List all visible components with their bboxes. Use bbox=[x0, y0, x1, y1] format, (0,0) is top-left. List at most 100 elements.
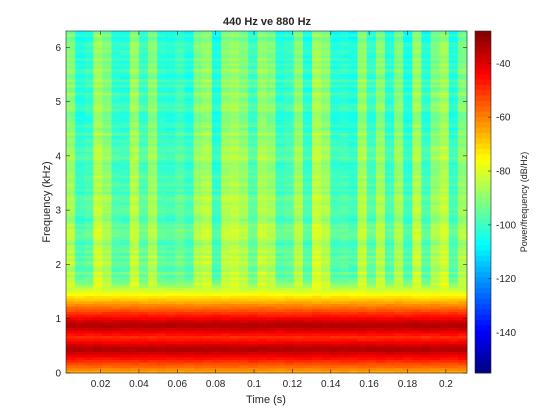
spectrogram-cell bbox=[129, 76, 140, 80]
spectrogram-cell bbox=[166, 132, 176, 136]
spectrogram-cell bbox=[102, 100, 112, 104]
spectrogram-cell bbox=[184, 268, 194, 272]
spectrogram-cell bbox=[339, 129, 349, 133]
spectrogram-cell bbox=[193, 68, 204, 72]
spectrogram-cell bbox=[220, 124, 231, 128]
spectrogram-cell bbox=[175, 260, 185, 264]
spectrogram-cell bbox=[312, 340, 322, 345]
spectrogram-cell bbox=[330, 242, 340, 246]
spectrogram-cell bbox=[120, 183, 131, 187]
spectrogram-cell bbox=[266, 303, 277, 307]
spectrogram-cell bbox=[120, 364, 131, 369]
spectrogram-cell bbox=[120, 212, 131, 216]
spectrogram-cell bbox=[357, 143, 368, 147]
spectrogram-cell bbox=[138, 164, 149, 168]
spectrogram-cell bbox=[366, 31, 377, 35]
spectrogram-cell bbox=[375, 97, 386, 101]
spectrogram-cell bbox=[348, 127, 359, 131]
spectrogram-cell bbox=[129, 55, 140, 59]
spectrogram-cell bbox=[220, 140, 231, 144]
spectrogram-cell bbox=[375, 247, 386, 251]
spectrogram-cell bbox=[111, 185, 122, 190]
spectrogram-cell bbox=[366, 263, 377, 267]
spectrogram-cell bbox=[75, 193, 85, 198]
spectrogram-cell bbox=[129, 242, 140, 246]
spectrogram-cell bbox=[257, 65, 267, 69]
spectrogram-cell bbox=[230, 188, 240, 192]
spectrogram-cell bbox=[129, 292, 140, 296]
spectrogram-cell bbox=[384, 327, 395, 331]
spectrogram-cell bbox=[348, 364, 359, 369]
spectrogram-cell bbox=[312, 287, 322, 291]
spectrogram-cell bbox=[248, 330, 258, 334]
spectrogram-cell bbox=[166, 183, 176, 187]
spectrogram-cell bbox=[384, 31, 395, 35]
spectrogram-cell bbox=[102, 143, 112, 147]
spectrogram-cell bbox=[257, 63, 267, 67]
spectrogram-cell bbox=[366, 252, 377, 256]
spectrogram-cell bbox=[211, 71, 222, 75]
spectrogram-cell bbox=[166, 113, 176, 117]
spectrogram-cell bbox=[384, 330, 395, 334]
spectrogram-cell bbox=[321, 52, 331, 56]
spectrogram-cell bbox=[184, 370, 194, 374]
spectrogram-cell bbox=[193, 346, 204, 350]
spectrogram-cell bbox=[339, 52, 349, 56]
spectrogram-cell bbox=[129, 228, 140, 232]
spectrogram-cell bbox=[339, 290, 349, 294]
spectrogram-cell bbox=[202, 143, 213, 147]
spectrogram-cell bbox=[193, 79, 204, 83]
spectrogram-cell bbox=[312, 362, 322, 366]
spectrogram-cell bbox=[266, 31, 277, 35]
spectrogram-cell bbox=[157, 31, 167, 35]
spectrogram-cell bbox=[339, 295, 349, 299]
spectrogram-cell bbox=[339, 228, 349, 232]
spectrogram-cell bbox=[175, 89, 185, 93]
spectrogram-cell bbox=[138, 202, 149, 206]
spectrogram-cell bbox=[275, 68, 286, 72]
spectrogram-cell bbox=[375, 362, 386, 366]
spectrogram-cell bbox=[84, 204, 94, 208]
spectrogram-cell bbox=[357, 164, 368, 168]
spectrogram-cell bbox=[220, 239, 231, 243]
spectrogram-cell bbox=[175, 111, 185, 115]
spectrogram-cell bbox=[366, 177, 377, 182]
spectrogram-cell bbox=[321, 76, 331, 80]
spectrogram-cell bbox=[211, 84, 222, 88]
spectrogram-cell bbox=[111, 71, 122, 75]
spectrogram-cell bbox=[202, 311, 213, 315]
spectrogram-cell bbox=[84, 105, 94, 109]
spectrogram-cell bbox=[138, 292, 149, 296]
spectrogram-cell bbox=[339, 65, 349, 69]
spectrogram-cell bbox=[239, 196, 249, 200]
spectrogram-cell bbox=[129, 322, 140, 326]
spectrogram-cell bbox=[339, 276, 349, 280]
spectrogram-cell bbox=[157, 199, 167, 203]
spectrogram-cell bbox=[366, 65, 377, 69]
spectrogram-cell bbox=[120, 319, 131, 323]
spectrogram-cell bbox=[375, 36, 386, 40]
spectrogram-cell bbox=[384, 212, 395, 216]
spectrogram-cell bbox=[84, 359, 94, 363]
spectrogram-cell bbox=[266, 282, 277, 286]
spectrogram-cell bbox=[375, 210, 386, 214]
spectrogram-cell bbox=[93, 306, 103, 310]
spectrogram-cell bbox=[111, 44, 122, 48]
spectrogram-cell bbox=[357, 135, 368, 139]
spectrogram-cell bbox=[211, 356, 222, 361]
spectrogram-cell bbox=[339, 204, 349, 208]
spectrogram-cell bbox=[66, 97, 76, 101]
spectrogram-cell bbox=[339, 103, 349, 107]
spectrogram-cell bbox=[339, 303, 349, 307]
spectrogram-cell bbox=[330, 31, 340, 35]
spectrogram-cell bbox=[366, 36, 377, 40]
spectrogram-cell bbox=[257, 111, 267, 115]
spectrogram-cell bbox=[394, 193, 404, 198]
spectrogram-cell bbox=[148, 92, 158, 96]
spectrogram-cell bbox=[284, 314, 295, 318]
spectrogram-cell bbox=[129, 63, 140, 67]
spectrogram-cell bbox=[138, 172, 149, 176]
spectrogram-cell bbox=[239, 113, 249, 117]
spectrogram-cell bbox=[193, 292, 204, 296]
spectrogram-cell bbox=[66, 255, 76, 259]
